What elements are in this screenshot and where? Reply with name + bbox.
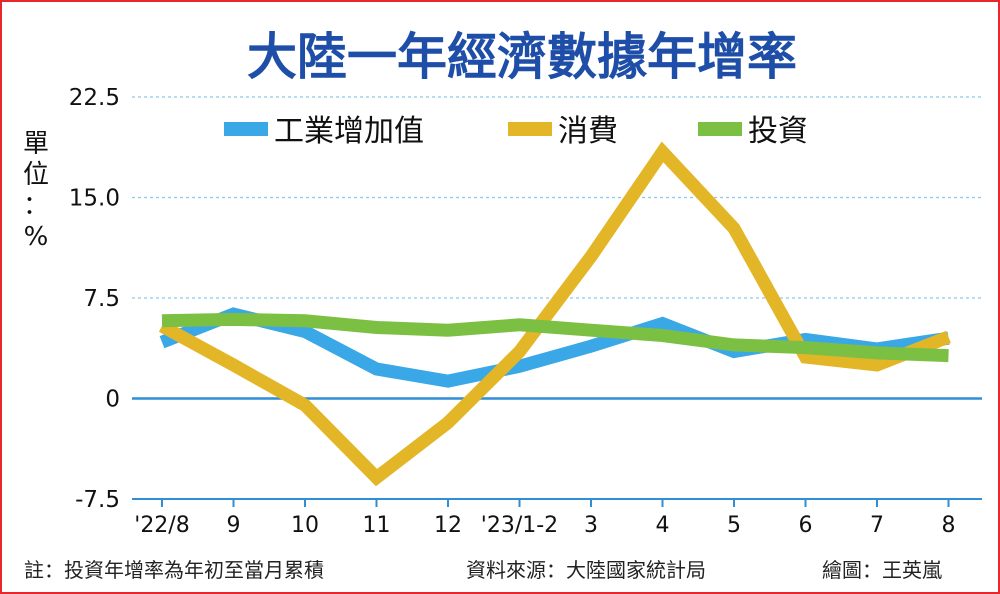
series-lines <box>158 141 951 487</box>
x-tick-label: 12 <box>434 513 462 538</box>
x-tick-label: 4 <box>656 513 670 538</box>
footer-note: 註：投資年增率為年初至當月累積 <box>24 558 324 582</box>
y-tick-label: 0 <box>105 387 120 413</box>
legend-swatch <box>224 122 268 136</box>
x-tick-label: '23/1-2 <box>481 513 558 538</box>
x-tick-labels: '22/8 9 10 11 12 '23/1-2 3 4 5 6 7 8 <box>132 498 982 538</box>
y-axis-label-char: % <box>24 222 49 252</box>
x-tick-label: 6 <box>799 513 813 538</box>
x-tick-label: 5 <box>727 513 741 538</box>
footer-source: 資料來源：大陸國家統計局 <box>466 558 706 582</box>
x-tick-label: 8 <box>942 513 956 538</box>
y-axis-label: 單位：% <box>23 129 49 252</box>
legend-swatch <box>508 122 552 136</box>
y-tick-label: 15.0 <box>69 186 120 212</box>
x-tick-label: 9 <box>227 513 241 538</box>
y-axis-label-char: ： <box>23 191 49 221</box>
legend-label: 工業增加值 <box>274 114 424 149</box>
series-line-2 <box>161 312 949 363</box>
y-tick-label: 22.5 <box>69 85 120 111</box>
x-tick-label: 3 <box>584 513 598 538</box>
legend-label: 投資 <box>748 114 808 149</box>
legend-swatch <box>698 122 742 136</box>
y-tick-label: 7.5 <box>83 286 120 312</box>
y-tick-label: -7.5 <box>75 487 120 513</box>
x-tick-label: '22/8 <box>134 513 189 538</box>
y-axis-label-char: 單 <box>23 129 49 159</box>
x-tick-label: 7 <box>870 513 884 538</box>
y-tick-labels: 22.5 15.0 7.5 0 -7.5 <box>69 85 120 513</box>
legend-label: 消費 <box>558 114 618 149</box>
chart-title: 大陸一年經濟數據年增率 <box>247 28 797 86</box>
x-tick-label: 11 <box>363 513 391 538</box>
legend: 工業增加值 消費 投資 <box>224 114 808 149</box>
footer-credit: 繪圖：王英嵐 <box>822 558 942 582</box>
x-tick-label: 10 <box>291 513 319 538</box>
y-axis-label-char: 位 <box>23 160 49 190</box>
series-line-1 <box>158 141 951 487</box>
series-line-0 <box>159 307 950 388</box>
